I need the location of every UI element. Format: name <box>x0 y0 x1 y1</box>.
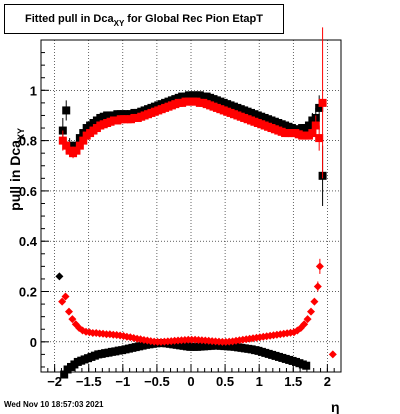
x-tick-label: −0.5 <box>144 374 170 389</box>
data-point-square <box>302 361 311 370</box>
x-tick-label: 0.5 <box>216 374 234 389</box>
data-point-diamond <box>315 262 324 271</box>
data-point-diamond <box>55 272 64 281</box>
chart-title: Fitted pull in Dca XY for Global Rec Pion … <box>4 4 284 34</box>
data-point-diamond <box>328 350 337 359</box>
data-point-diamond <box>58 297 67 306</box>
data-point-square <box>311 121 320 130</box>
y-tick-label: 0.4 <box>19 234 38 249</box>
data-point-square <box>62 141 71 150</box>
data-point-square <box>308 129 317 138</box>
x-tick-label: −2 <box>47 374 62 389</box>
x-tick-label: −1 <box>115 374 130 389</box>
chart-title-subscript: XY <box>113 18 125 28</box>
x-tick-label: 2 <box>324 374 331 389</box>
data-point-diamond <box>310 297 319 306</box>
data-point-diamond <box>303 315 312 324</box>
y-axis: 0 0.2 0.4 0.6 0.8 1 <box>19 39 49 368</box>
y-tick-label: 0 <box>30 335 37 350</box>
data-point-square <box>62 106 71 115</box>
y-tick-label: 0.6 <box>19 184 37 199</box>
grid-lines <box>41 40 341 372</box>
y-tick-label: 1 <box>30 83 37 98</box>
y-tick-label: 0.2 <box>19 285 37 300</box>
x-axis-label: η <box>331 399 340 414</box>
x-tick-label: −1.5 <box>76 374 102 389</box>
data-markers <box>55 27 337 379</box>
chart-title-suffix: for Global Rec Pion EtapT <box>127 13 263 25</box>
x-tick-label: 1 <box>256 374 263 389</box>
data-point-square <box>315 103 324 112</box>
data-point-diamond <box>61 292 70 301</box>
y-axis-label: pull in DcaXY <box>7 128 26 211</box>
data-point-square <box>79 136 88 145</box>
data-point-square <box>58 136 67 145</box>
data-point-diamond <box>313 282 322 291</box>
data-point-diamond <box>64 307 73 316</box>
chart-title-prefix: Fitted pull in Dca <box>25 13 114 25</box>
data-point-square <box>318 98 327 107</box>
data-point-square <box>304 121 313 130</box>
data-point-square <box>72 146 81 155</box>
data-point-square <box>184 97 193 106</box>
data-point-square <box>315 134 324 143</box>
x-tick-label: 1.5 <box>284 374 302 389</box>
data-point-diamond <box>300 320 309 329</box>
data-point-square <box>75 141 84 150</box>
y-tick-label: 0.8 <box>19 134 37 149</box>
x-axis: −2 −1.5 −1 −0.5 0 0.5 1 1.5 2 <box>40 364 342 389</box>
x-tick-label: 0 <box>187 374 194 389</box>
data-point-square <box>60 370 69 379</box>
timestamp: Wed Nov 10 18:57:03 2021 <box>4 400 104 409</box>
data-point-square <box>184 91 193 100</box>
data-point-diamond <box>68 315 77 324</box>
y-axis-label-sub: XY <box>16 128 26 140</box>
data-point-diamond <box>307 307 315 316</box>
y-axis-label-main: pull in Dca <box>7 140 23 211</box>
